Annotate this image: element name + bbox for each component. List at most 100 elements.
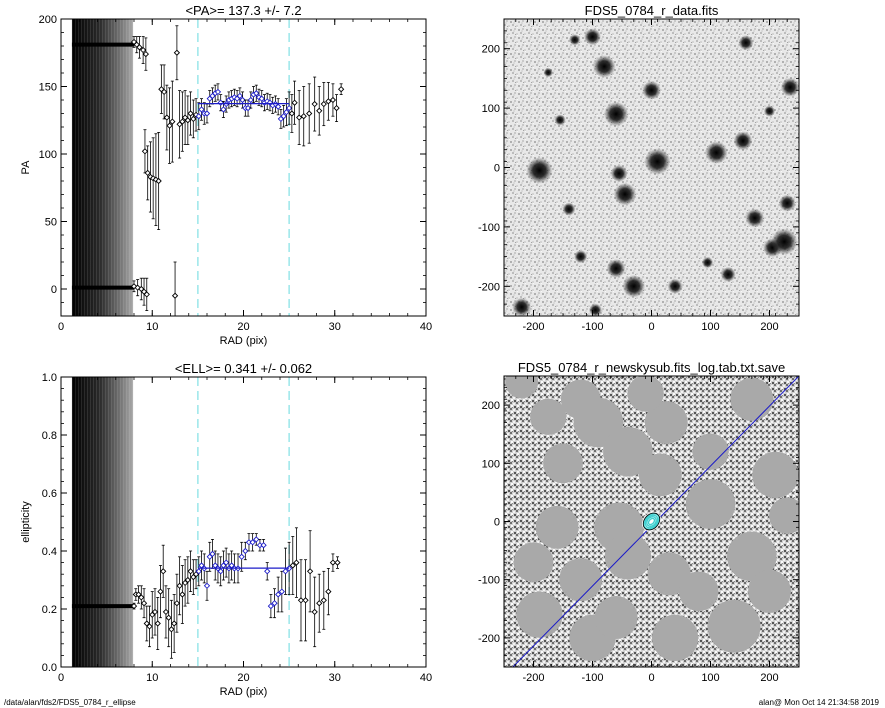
source-blob — [569, 34, 581, 46]
data-point — [223, 547, 230, 578]
y-axis-label: ellipticity — [20, 501, 32, 543]
point-marker — [253, 536, 260, 543]
source-blob — [644, 148, 671, 175]
point-marker — [195, 568, 202, 575]
data-point — [154, 597, 161, 650]
source-blob — [720, 266, 736, 282]
x-tick-label: -200 — [522, 321, 544, 333]
x-tick-label: 20 — [237, 321, 249, 333]
data-point — [283, 98, 290, 127]
point-marker — [244, 104, 252, 112]
source-blob — [738, 35, 754, 51]
data-point — [278, 570, 285, 613]
point-marker — [267, 602, 275, 610]
data-point — [143, 277, 150, 312]
point-marker — [144, 169, 151, 177]
y-tick-label: 200 — [482, 400, 500, 412]
point-marker — [329, 96, 337, 104]
data-point — [179, 565, 186, 624]
point-marker — [333, 104, 340, 112]
data-point — [139, 36, 147, 64]
point-marker — [249, 539, 256, 546]
data-point — [306, 530, 314, 613]
data-point — [320, 82, 327, 127]
source-blob — [745, 208, 765, 228]
data-point — [168, 599, 175, 659]
mask-region — [603, 426, 653, 477]
core-band-texture — [71, 19, 134, 316]
source-blob — [780, 77, 799, 97]
x-tick-label: 40 — [420, 321, 432, 333]
data-point — [291, 80, 298, 125]
mask-region — [644, 401, 688, 445]
point-marker — [238, 553, 245, 560]
point-marker — [300, 113, 307, 120]
image-area — [504, 19, 799, 316]
point-marker — [169, 118, 176, 125]
mask-region — [752, 451, 799, 499]
x-tick-label: 10 — [146, 321, 158, 333]
x-tick-label: 40 — [420, 672, 432, 684]
source-blob — [562, 202, 576, 216]
source-blob — [667, 278, 683, 294]
source-blob — [584, 28, 601, 46]
x-tick-label: 30 — [329, 321, 341, 333]
data-point — [152, 133, 160, 226]
y-tick-label: 150 — [39, 82, 57, 94]
point-marker — [297, 597, 305, 604]
data-point — [338, 83, 345, 95]
point-marker — [130, 602, 138, 610]
point-marker — [187, 110, 194, 117]
data-point — [255, 88, 263, 106]
data-point — [253, 84, 260, 102]
data-point — [146, 605, 153, 648]
source-blob — [588, 303, 603, 316]
data-point — [203, 103, 211, 124]
point-marker — [220, 106, 227, 113]
point-marker — [214, 88, 222, 96]
data-point — [181, 90, 189, 145]
data-point — [169, 80, 176, 163]
y-tick-label: -100 — [478, 575, 500, 587]
point-marker — [179, 118, 186, 125]
footer-path: /data/alan/fds2/FDS5_0784_r_ellipse — [4, 698, 136, 707]
data-point — [141, 129, 149, 174]
y-tick-label: -200 — [478, 633, 500, 645]
data-point — [249, 533, 256, 552]
y-tick-label: 100 — [482, 103, 500, 115]
point-marker — [316, 107, 323, 114]
source-blob — [778, 194, 796, 212]
point-marker — [190, 573, 197, 581]
data-point — [133, 36, 140, 54]
mask-region — [513, 542, 554, 583]
core-band-texture — [71, 377, 134, 667]
mask-region — [604, 533, 652, 580]
point-marker — [329, 559, 337, 566]
mask-region — [647, 552, 691, 596]
mask-region — [769, 497, 799, 534]
x-tick-label: 0 — [648, 672, 654, 684]
point-marker — [166, 122, 173, 129]
data-point — [253, 533, 260, 546]
data-point — [184, 95, 191, 145]
data-point — [329, 553, 337, 572]
data-point — [192, 98, 200, 132]
point-marker — [325, 588, 332, 595]
data-point — [238, 541, 245, 572]
data-point — [311, 76, 318, 132]
data-point — [165, 588, 172, 648]
point-marker — [171, 292, 179, 299]
data-point — [166, 87, 173, 164]
data-point — [150, 137, 157, 220]
data-point — [260, 539, 267, 552]
point-marker — [179, 591, 186, 598]
y-tick-label: 200 — [39, 14, 57, 26]
data-point — [160, 64, 168, 120]
data-point — [149, 591, 156, 639]
point-marker — [223, 559, 230, 566]
point-marker — [142, 50, 149, 58]
x-tick-label: 0 — [58, 321, 64, 333]
point-marker — [155, 177, 162, 185]
data-point — [187, 91, 194, 136]
data-point — [195, 102, 202, 131]
